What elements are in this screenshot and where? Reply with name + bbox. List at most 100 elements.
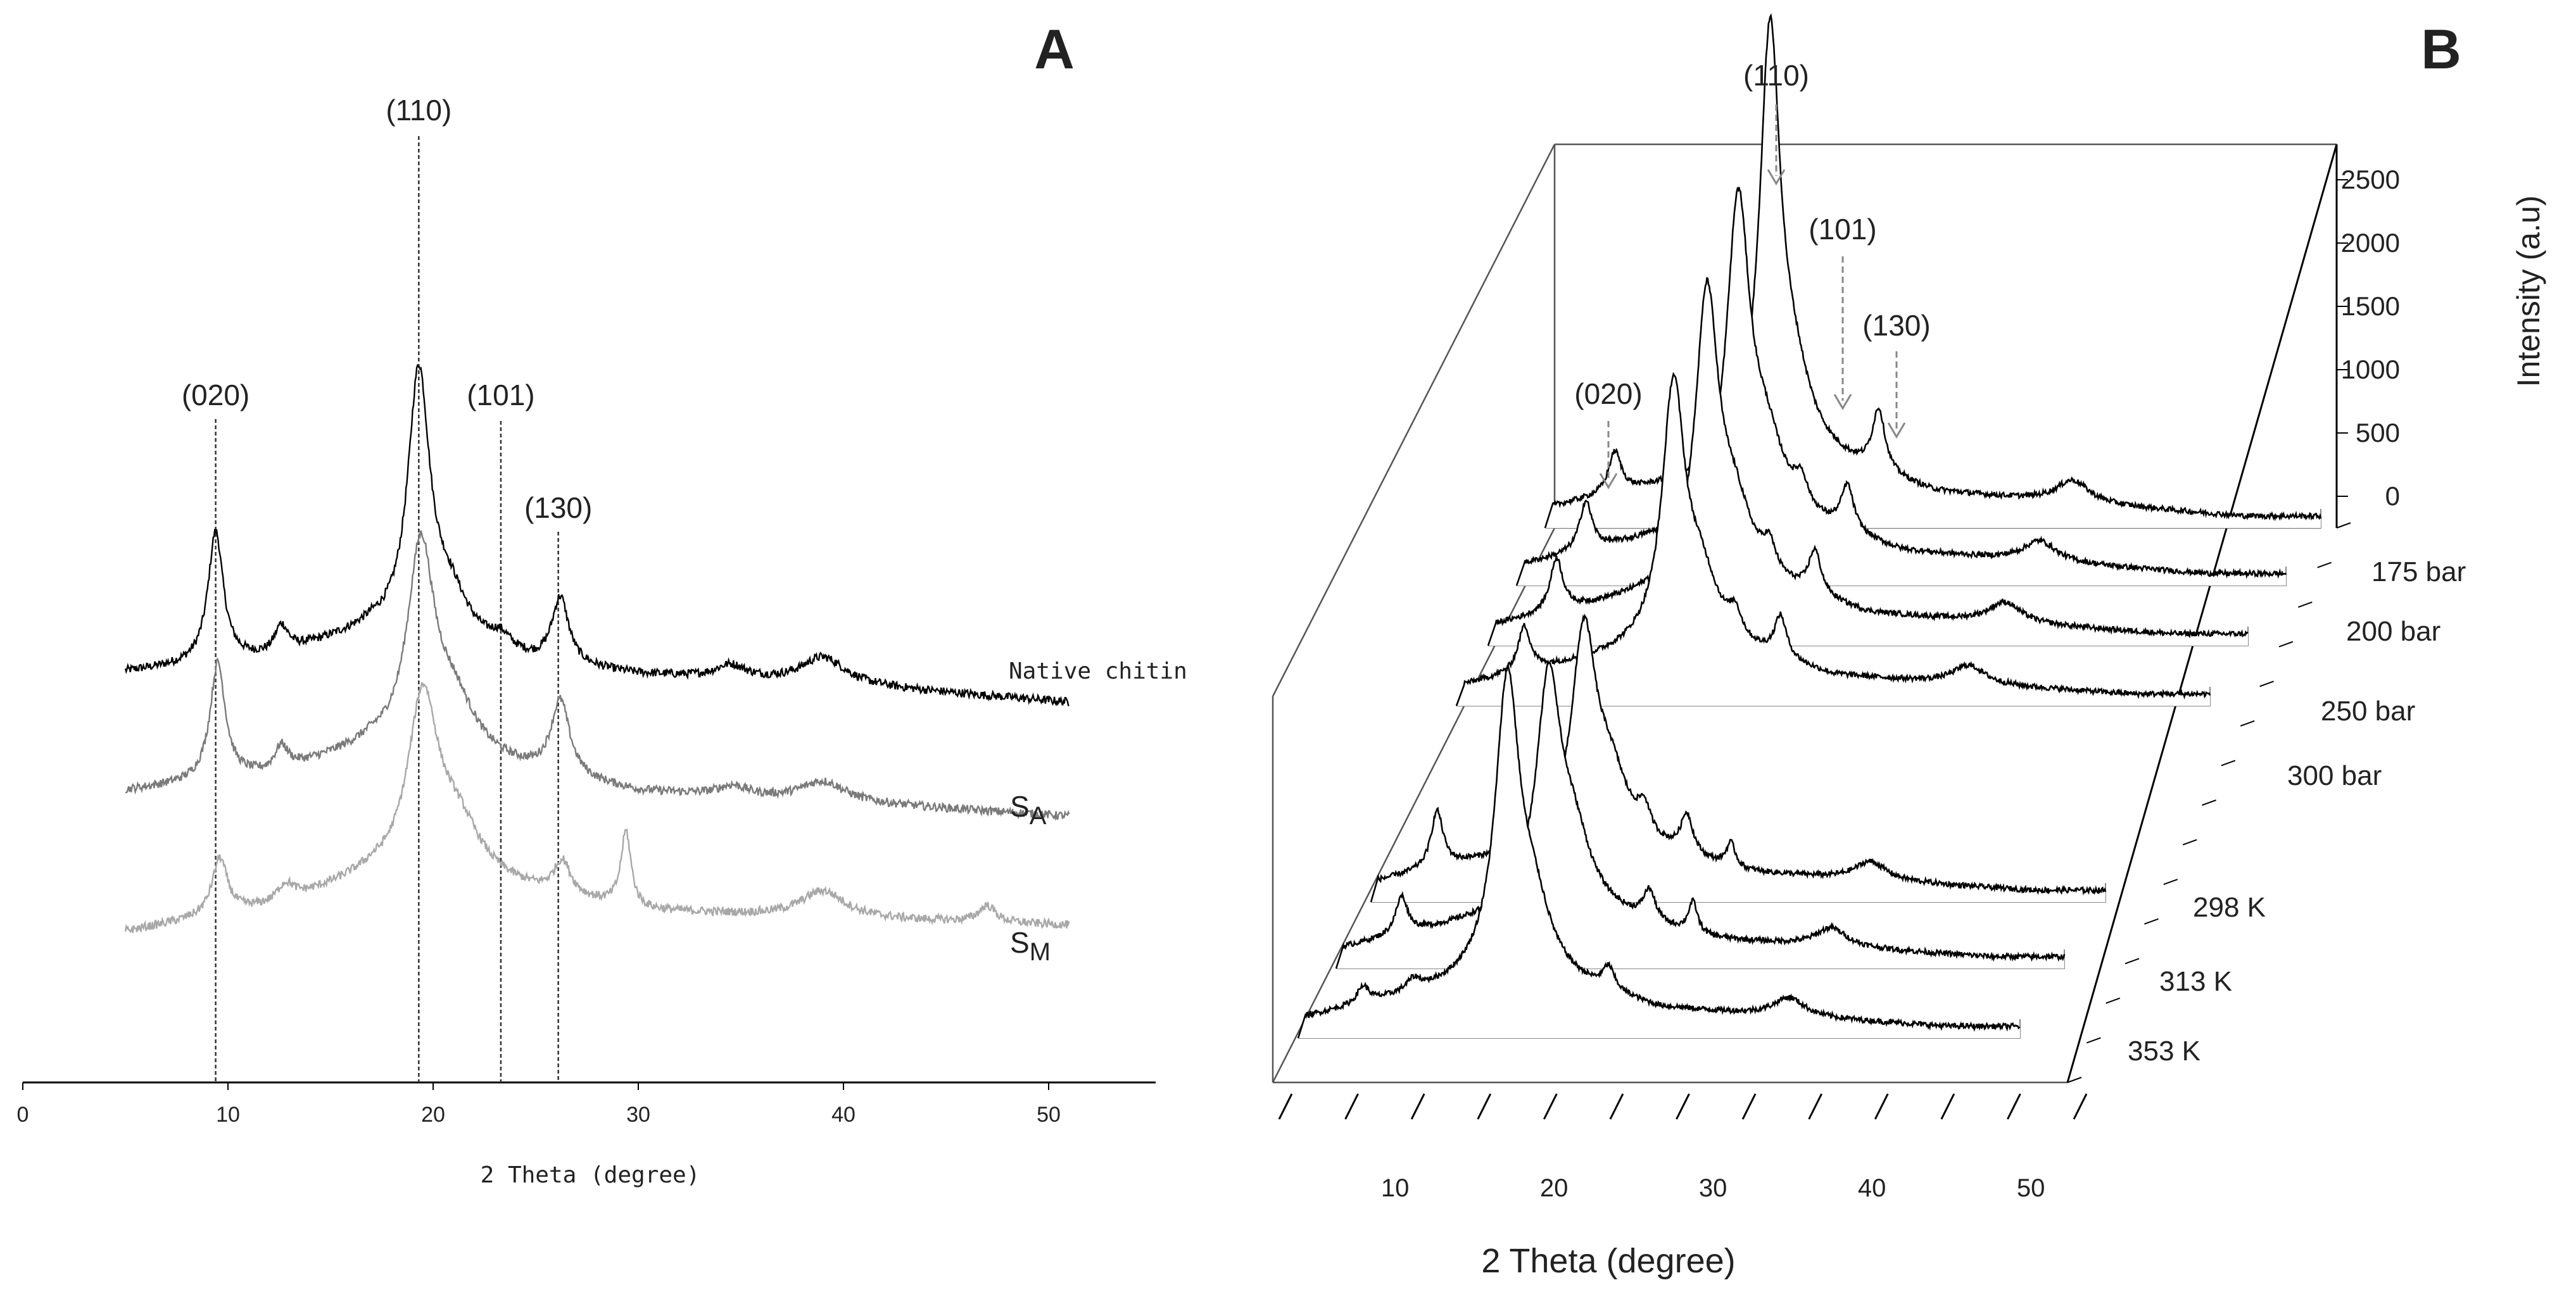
b-series-label-313-k: 313 K (2159, 966, 2232, 997)
panel-a-peak-labels: (020) (110) (101) (130) (182, 94, 592, 524)
sm-label: SM (1010, 926, 1051, 966)
sm-label-main: S (1010, 926, 1030, 959)
b-peak-label: (130) (1862, 309, 1930, 342)
b-depth-tick (2336, 522, 2351, 529)
b-peak-arrow-head (1599, 473, 1618, 489)
b-series-353-k: 353 K (1297, 665, 2200, 1067)
b-depth-tick (2221, 760, 2236, 767)
b-x-tick-mark (1940, 1093, 1955, 1120)
b-x-tick-label-50: 50 (2017, 1174, 2045, 1202)
a-peak-label-101: (101) (467, 379, 534, 411)
b-x-tick-mark (1477, 1093, 1492, 1120)
a-x-tick-label: 30 (626, 1103, 650, 1127)
native-chitin-label: Native chitin (1009, 658, 1187, 684)
panel-b-right-axis (2066, 144, 2338, 1083)
panel-b-depth-ticks (2067, 522, 2351, 1083)
b-peak-arrow-head (1833, 394, 1852, 410)
b-series-label-175-bar: 175 bar (2371, 556, 2466, 587)
b-x-tick-mark (1344, 1093, 1359, 1120)
b-peak-arrow-020: (020) (1574, 377, 1643, 489)
b-series-label-250-bar: 250 bar (2321, 696, 2415, 727)
b-peak-arrow-130: (130) (1862, 309, 1931, 439)
b-depth-tick (2182, 839, 2197, 846)
panel-a: A 0 10 20 30 40 50 (020) (110) (101) (130) 2 The… (17, 18, 1187, 1188)
a-series-sa (125, 530, 1070, 822)
b-intensity-tick-label: 1000 (2341, 354, 2400, 384)
b-intensity-tick-500: 500 (2337, 418, 2400, 448)
b-intensity-tick-1000: 1000 (2337, 354, 2400, 384)
a-series-sm (124, 682, 1070, 934)
a-peak-label-020: (020) (182, 379, 249, 411)
b-series-occluder (1298, 666, 2020, 1038)
b-intensity-tick-label: 2500 (2341, 165, 2400, 194)
b-peak-arrow-head (1767, 169, 1786, 185)
b-x-tick-mark (1808, 1093, 1823, 1120)
b-depth-tick (2067, 1077, 2082, 1083)
sa-label-main: S (1010, 790, 1030, 823)
b-x-tick-mark (1676, 1093, 1690, 1120)
b-depth-tick (2125, 958, 2140, 965)
a-x-tick-30: 30 (626, 1082, 650, 1127)
b-x-tick-label-40: 40 (1858, 1174, 1886, 1202)
a-peak-label-110: (110) (386, 94, 451, 127)
panel-b-x-axis-label: 2 Theta (degree) (1481, 1242, 1735, 1280)
panel-b-x-ticks: 10 20 30 40 50 (1278, 1093, 2088, 1202)
b-intensity-tick-1500: 1500 (2337, 291, 2400, 321)
panel-b-series: 175 bar 200 bar 250 bar 300 bar 298 K 313 K 35… (1297, 13, 2466, 1067)
b-depth-tick (2106, 997, 2121, 1004)
a-x-tick-10: 10 (216, 1082, 240, 1127)
b-depth-tick (2317, 561, 2332, 568)
b-intensity-tick-label: 1500 (2341, 291, 2400, 321)
b-depth-tick (2087, 1037, 2101, 1044)
b-x-tick-mark (1410, 1093, 1425, 1120)
b-peak-label: (020) (1574, 377, 1642, 410)
b-x-tick-mark (1874, 1093, 1889, 1120)
b-series-curve (1335, 659, 2066, 969)
b-x-tick-mark (1741, 1093, 1757, 1120)
a-x-tick-label: 40 (831, 1103, 856, 1127)
panel-b-peak-arrows: (110) (101) (130) (020) (1574, 59, 1931, 489)
a-x-tick-label: 50 (1037, 1103, 1061, 1127)
left-wall-top-edge (1272, 144, 1556, 697)
b-series-label-298-k: 298 K (2193, 892, 2266, 923)
panel-b-intensity-label: Intensity (a.u) (2511, 196, 2546, 387)
b-x-tick-mark (2073, 1093, 2088, 1120)
a-x-tick-0: 0 (17, 1082, 29, 1127)
b-peak-arrow-101: (101) (1809, 213, 1877, 410)
b-series-curve (1487, 277, 2249, 646)
b-series-label-353-k: 353 K (2128, 1036, 2200, 1067)
b-x-tick-label-20: 20 (1540, 1174, 1569, 1202)
panel-a-x-axis-label: 2 Theta (degree) (481, 1162, 700, 1188)
a-x-tick-label: 20 (421, 1103, 445, 1127)
b-depth-tick (2144, 918, 2159, 925)
b-depth-tick (2297, 601, 2313, 608)
b-series-label-300-bar: 300 bar (2287, 760, 2382, 791)
b-peak-arrow-head (1887, 422, 1906, 439)
b-series-curve (1297, 665, 2021, 1039)
b-depth-tick (2240, 720, 2255, 727)
b-depth-tick (2278, 641, 2294, 648)
a-x-tick-20: 20 (421, 1082, 445, 1127)
a-x-tick-40: 40 (831, 1082, 856, 1127)
a-x-tick-label: 0 (17, 1103, 29, 1127)
b-x-tick-mark (1278, 1093, 1293, 1120)
b-series-curve (1515, 186, 2287, 586)
b-x-tick-mark (1543, 1093, 1558, 1120)
b-intensity-tick-2000: 2000 (2337, 228, 2400, 258)
b-depth-tick (2163, 879, 2178, 886)
b-peak-label: (101) (1809, 213, 1876, 246)
sa-label-sub: A (1030, 802, 1047, 830)
b-x-tick-mark (1609, 1093, 1624, 1120)
sm-label-sub: M (1030, 938, 1051, 966)
b-series-label-200-bar: 200 bar (2346, 616, 2440, 647)
b-intensity-tick-2500: 2500 (2337, 165, 2400, 194)
b-intensity-tick-label: 500 (2356, 418, 2400, 448)
a-x-tick-50: 50 (1037, 1082, 1061, 1127)
b-series-occluder (1456, 373, 2210, 706)
a-peak-label-130: (130) (524, 491, 592, 524)
panel-a-letter: A (1034, 18, 1075, 80)
panel-a-series (124, 363, 1070, 934)
b-x-tick-label-10: 10 (1381, 1174, 1410, 1202)
b-intensity-tick-label: 2000 (2341, 228, 2400, 258)
